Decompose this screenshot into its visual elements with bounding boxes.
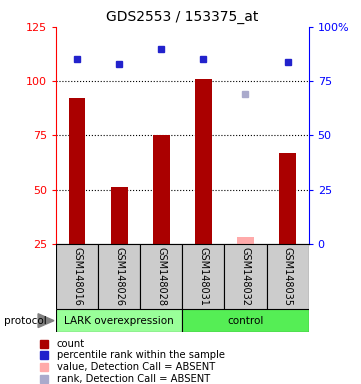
Text: count: count (57, 339, 85, 349)
Text: GSM148032: GSM148032 (240, 247, 251, 306)
Bar (225, 244, 266, 309)
Text: GSM148031: GSM148031 (198, 247, 208, 306)
Bar (266, 244, 309, 309)
Bar (237, 237, 254, 244)
Polygon shape (38, 314, 54, 328)
Text: GSM148035: GSM148035 (283, 247, 293, 306)
Bar (56, 244, 98, 309)
Text: LARK overexpression: LARK overexpression (64, 316, 174, 326)
Bar (279, 153, 296, 244)
Text: rank, Detection Call = ABSENT: rank, Detection Call = ABSENT (57, 374, 210, 384)
Text: GSM148026: GSM148026 (114, 247, 124, 306)
Text: percentile rank within the sample: percentile rank within the sample (57, 351, 225, 361)
Text: GSM148028: GSM148028 (156, 247, 166, 306)
Bar (195, 79, 212, 244)
Bar (69, 98, 86, 244)
Text: GSM148016: GSM148016 (72, 247, 82, 306)
Text: protocol: protocol (4, 316, 46, 326)
Title: GDS2553 / 153375_at: GDS2553 / 153375_at (106, 10, 258, 25)
Bar (182, 309, 309, 332)
Bar (153, 136, 170, 244)
Text: control: control (227, 316, 264, 326)
Bar (56, 309, 182, 332)
Bar (98, 244, 140, 309)
Bar (182, 244, 225, 309)
Bar (111, 187, 127, 244)
Text: value, Detection Call = ABSENT: value, Detection Call = ABSENT (57, 362, 215, 372)
Bar (140, 244, 182, 309)
